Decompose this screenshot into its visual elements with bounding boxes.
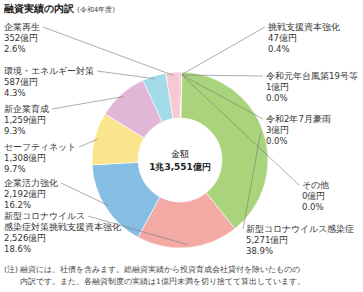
- value-label: 5,271億円: [246, 235, 288, 245]
- value-label: 2,526億円: [4, 233, 46, 243]
- category-label: 企業活力強化: [4, 178, 58, 188]
- leader-line: [88, 216, 187, 245]
- total-label: 1兆3,551億円: [149, 162, 211, 172]
- note: 内訳です。また、各融資制度の実績は1億円未満を切り捨てて算出しています。: [20, 277, 305, 286]
- percent-label: 18.6%: [4, 244, 31, 254]
- value-label: 1,259億円: [4, 115, 46, 125]
- data-labels: 挑戦支援資本強化47億円0.4%令和元年台風第19号等1億円0.0%令和2年7月…: [4, 22, 358, 256]
- percent-label: 0.0%: [302, 202, 324, 212]
- leader-line: [52, 97, 123, 109]
- leader-line: [61, 183, 108, 205]
- percent-label: 0.0%: [266, 136, 288, 146]
- value-label: 587億円: [4, 77, 38, 87]
- value-label: 3億円: [266, 125, 289, 135]
- leader-line: [243, 133, 261, 229]
- value-label: 352億円: [4, 33, 38, 43]
- leader-line: [43, 27, 173, 75]
- percent-label: 0.4%: [268, 44, 290, 54]
- value-label: 2,192億円: [4, 189, 46, 199]
- subtitle: (令和4年度): [77, 6, 115, 14]
- leader-line: [182, 75, 299, 185]
- title: 融資実績の内訳: [4, 3, 75, 15]
- category-label: 令和2年7月豪雨: [266, 114, 331, 124]
- chart: 融資実績の内訳(令和4年度) 金額 1兆3,551億円 挑戦支援資本強化47億円0.4…: [0, 0, 363, 292]
- category-label: 令和元年台風第19号等: [266, 71, 358, 81]
- slice: [166, 72, 180, 119]
- leaders: [43, 27, 299, 245]
- value-label: 0億円: [302, 191, 325, 201]
- category-label: 企業再生: [4, 22, 40, 32]
- percent-label: 16.2%: [4, 200, 31, 210]
- leader-line: [182, 75, 263, 119]
- leader-line: [97, 71, 155, 79]
- category-label: セーフティネット: [4, 142, 76, 152]
- category-label: 新企業育成: [4, 104, 49, 114]
- category-label: その他: [302, 180, 329, 190]
- note: (注) 融資には、社債を含みます。総融資実績から投資育成会社貸付を除いたものの: [4, 265, 300, 274]
- percent-label: 4.3%: [4, 88, 26, 98]
- value-label: 1億円: [266, 82, 289, 92]
- leader-line: [79, 139, 98, 147]
- category-label: 感染症対策挑戦支援資本強化: [4, 222, 121, 232]
- category-label: 挑戦支援資本強化: [268, 22, 340, 32]
- percent-label: 9.3%: [4, 126, 26, 136]
- value-label: 47億円: [268, 33, 297, 43]
- percent-label: 38.9%: [246, 246, 273, 256]
- center-label: 金額: [171, 149, 189, 159]
- value-label: 1,308億円: [4, 153, 46, 163]
- category-label: 新型コロナウイルス感染症: [246, 224, 354, 234]
- leader-line: [182, 75, 263, 77]
- leader-line: [181, 27, 265, 75]
- percent-label: 2.6%: [4, 44, 26, 54]
- category-label: 環境・エネルギー対策: [4, 66, 94, 76]
- percent-label: 0.0%: [266, 93, 288, 103]
- percent-label: 9.7%: [4, 164, 26, 174]
- category-label: 新型コロナウイルス: [4, 211, 85, 221]
